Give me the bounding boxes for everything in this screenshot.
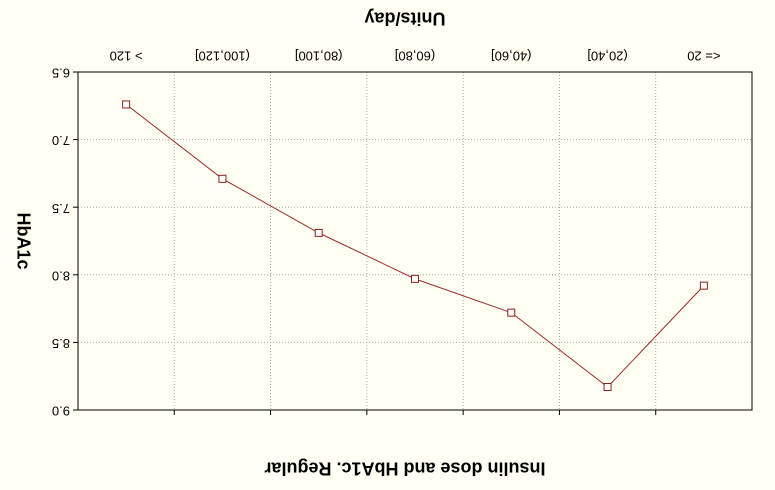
x-tick-label: (40,60] [491, 49, 531, 64]
x-tick-label: <= 20 [687, 49, 720, 64]
x-tick-label: (60,80] [395, 49, 435, 64]
x-tick-label: (80,100] [295, 49, 343, 64]
chart-title: Insulin dose and HbA1c. Regular [264, 458, 545, 478]
x-tick-label-group: (20,40] [587, 49, 627, 64]
data-point [122, 100, 131, 109]
tick-marks [73, 71, 657, 415]
x-tick-label-group: > 120 [110, 49, 143, 64]
x-axis-label: Units/day [364, 8, 445, 28]
y-tick-label-group: 7.0 [52, 133, 70, 148]
y-tick-label: 9.0 [52, 404, 70, 419]
x-tick-label-group: (40,60] [491, 49, 531, 64]
x-axis-label-group: Units/day [364, 8, 445, 28]
data-point [603, 383, 612, 392]
y-tick-label: 6.5 [52, 66, 70, 81]
grid-lines [78, 72, 752, 410]
y-tick-label-group: 8.0 [52, 268, 70, 283]
data-point [314, 228, 323, 237]
y-tick-label-group: 6.5 [52, 66, 70, 81]
y-tick-label-group: 8.5 [52, 336, 70, 351]
y-tick-label: 7.5 [52, 201, 70, 216]
x-tick-label-group: <= 20 [687, 49, 720, 64]
y-tick-labels: 9.0 8.5 8.0 7.5 7.0 6.5 [52, 66, 70, 419]
y-tick-label: 8.5 [52, 336, 70, 351]
x-tick-label-group: (80,100] [295, 49, 343, 64]
data-point [507, 308, 516, 317]
data-point [411, 274, 419, 283]
y-tick-label: 7.0 [52, 133, 70, 148]
x-tick-label-group: (100,120] [195, 49, 250, 64]
x-tick-labels: <= 20 (20,40] (40,60] (60,80] (80,100] (100,1… [110, 49, 721, 64]
x-tick-label: > 120 [110, 49, 143, 64]
y-tick-label: 8.0 [52, 268, 70, 283]
data-points [122, 100, 708, 392]
plot-frame [77, 71, 753, 411]
data-point [699, 281, 708, 290]
y-tick-label-group: 9.0 [52, 404, 70, 419]
y-axis-label: HbA1c [13, 212, 33, 269]
y-tick-label-group: 7.5 [52, 201, 70, 216]
x-tick-label: (100,120] [195, 49, 250, 64]
x-tick-label: (20,40] [587, 49, 627, 64]
chart-title-group: Insulin dose and HbA1c. Regular [264, 458, 545, 478]
data-point [218, 174, 227, 183]
x-tick-label-group: (60,80] [395, 49, 435, 64]
y-axis-label-group: HbA1c [13, 212, 33, 269]
